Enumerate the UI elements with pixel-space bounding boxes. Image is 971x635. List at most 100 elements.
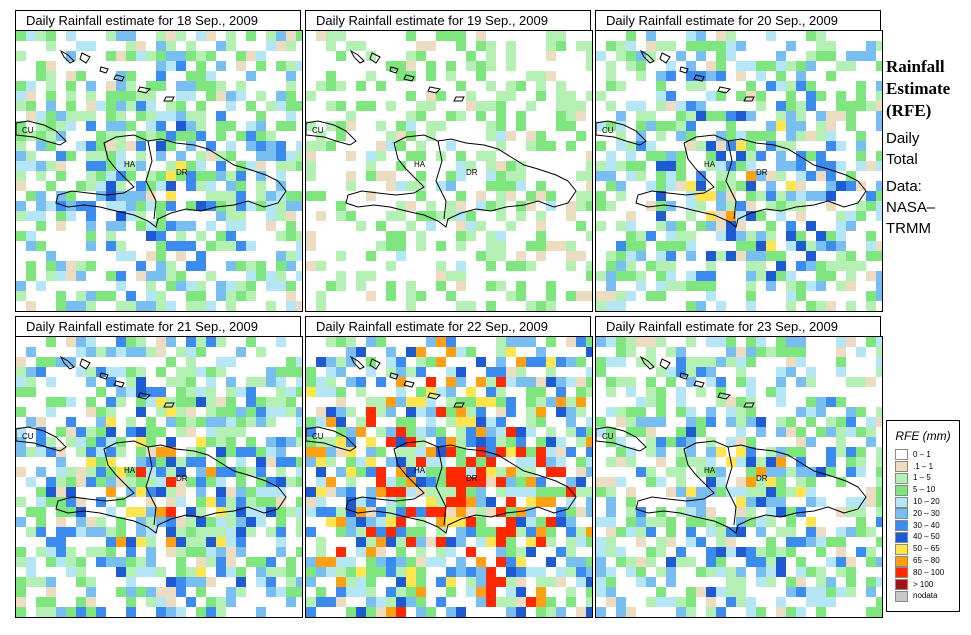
rainfall-cell xyxy=(196,291,206,301)
rainfall-cell xyxy=(716,301,726,311)
rainfall-cell xyxy=(816,31,826,41)
rainfall-cell xyxy=(346,111,356,121)
rainfall-cell xyxy=(596,537,606,547)
rainfall-cell xyxy=(356,417,366,427)
rainfall-cell xyxy=(676,427,686,437)
rainfall-cell xyxy=(526,417,536,427)
rainfall-cell xyxy=(306,231,316,241)
rainfall-cell xyxy=(836,231,846,241)
rainfall-cell xyxy=(86,101,96,111)
rainfall-cell xyxy=(236,457,246,467)
rainfall-cell xyxy=(656,241,666,251)
rainfall-cell xyxy=(826,71,836,81)
rainfall-cell xyxy=(276,201,286,211)
rainfall-cell xyxy=(146,527,156,537)
rainfall-cell xyxy=(856,457,866,467)
rainfall-cell xyxy=(76,291,86,301)
haiti-dr-border xyxy=(725,140,737,220)
rainfall-cell xyxy=(16,91,26,101)
rainfall-cell xyxy=(56,477,66,487)
rainfall-cell xyxy=(816,161,826,171)
rainfall-cell xyxy=(736,161,746,171)
rainfall-cell xyxy=(596,161,606,171)
rainfall-cell xyxy=(506,91,516,101)
rainfall-cell xyxy=(406,557,416,567)
rainfall-cell xyxy=(616,357,626,367)
rainfall-cell xyxy=(796,81,806,91)
rainfall-cell xyxy=(796,487,806,497)
rainfall-cell xyxy=(716,91,726,101)
rainfall-cell xyxy=(36,71,46,81)
rainfall-cell xyxy=(516,567,526,577)
rainfall-cell xyxy=(686,111,696,121)
rainfall-cell xyxy=(456,447,466,457)
rainfall-cell xyxy=(626,161,636,171)
rainfall-cell xyxy=(236,211,246,221)
rainfall-cell xyxy=(846,467,856,477)
rainfall-cell xyxy=(716,377,726,387)
rainfall-cell xyxy=(166,607,176,617)
rainfall-cell xyxy=(126,577,136,587)
rainfall-cell xyxy=(366,161,376,171)
rainfall-cell xyxy=(516,291,526,301)
rainfall-cell xyxy=(656,387,666,397)
rainfall-cell xyxy=(126,251,136,261)
dominican-republic-label: DR xyxy=(466,474,478,483)
rainfall-cell xyxy=(156,131,166,141)
rainfall-cell xyxy=(216,231,226,241)
rainfall-cell xyxy=(356,497,366,507)
rainfall-cell xyxy=(276,407,286,417)
rainfall-cell xyxy=(686,71,696,81)
rainfall-cell xyxy=(316,191,326,201)
rainfall-cell xyxy=(786,181,796,191)
rainfall-cell xyxy=(466,51,476,61)
rainfall-cell xyxy=(246,527,256,537)
rainfall-cell xyxy=(416,577,426,587)
rainfall-cell xyxy=(676,487,686,497)
rainfall-cell xyxy=(756,557,766,567)
rainfall-cell xyxy=(696,457,706,467)
legend-item: > 100 xyxy=(895,579,944,591)
rainfall-cell xyxy=(756,191,766,201)
rainfall-cell xyxy=(396,447,406,457)
bahamas-coastline xyxy=(743,96,755,102)
rainfall-cell xyxy=(366,367,376,377)
rainfall-cell xyxy=(206,417,216,427)
rainfall-cell xyxy=(26,161,36,171)
rainfall-cell xyxy=(56,517,66,527)
rainfall-cell xyxy=(246,131,256,141)
map-description: Rainfall Estimate (RFE) Daily Total Data… xyxy=(886,56,971,239)
rainfall-cell xyxy=(466,101,476,111)
rainfall-cell xyxy=(376,337,386,347)
rainfall-cell xyxy=(326,447,336,457)
rainfall-cell xyxy=(306,577,316,587)
rainfall-cell xyxy=(256,557,266,567)
rainfall-cell xyxy=(226,151,236,161)
rainfall-cell xyxy=(506,467,516,477)
rainfall-cell xyxy=(456,427,466,437)
rainfall-cell xyxy=(806,367,816,377)
rainfall-cell xyxy=(676,507,686,517)
rainfall-cell xyxy=(456,507,466,517)
rainfall-cell xyxy=(846,51,856,61)
rainfall-cell xyxy=(396,181,406,191)
rainfall-cell xyxy=(546,497,556,507)
hispaniola-coastline xyxy=(55,134,287,228)
rainfall-cell xyxy=(766,387,776,397)
rainfall-cell xyxy=(746,437,756,447)
rainfall-cell xyxy=(136,587,146,597)
rainfall-cell xyxy=(766,221,776,231)
rainfall-cell xyxy=(496,527,506,537)
rainfall-cell xyxy=(186,517,196,527)
rainfall-cell xyxy=(56,527,66,537)
rainfall-cell xyxy=(536,251,546,261)
rainfall-cell xyxy=(416,397,426,407)
rainfall-cell xyxy=(806,397,816,407)
rainfall-cell xyxy=(306,527,316,537)
rainfall-cell xyxy=(136,261,146,271)
rainfall-cell xyxy=(806,587,816,597)
rainfall-cell xyxy=(866,377,876,387)
rainfall-cell xyxy=(356,281,366,291)
rainfall-cell xyxy=(276,251,286,261)
rainfall-cell xyxy=(496,577,506,587)
